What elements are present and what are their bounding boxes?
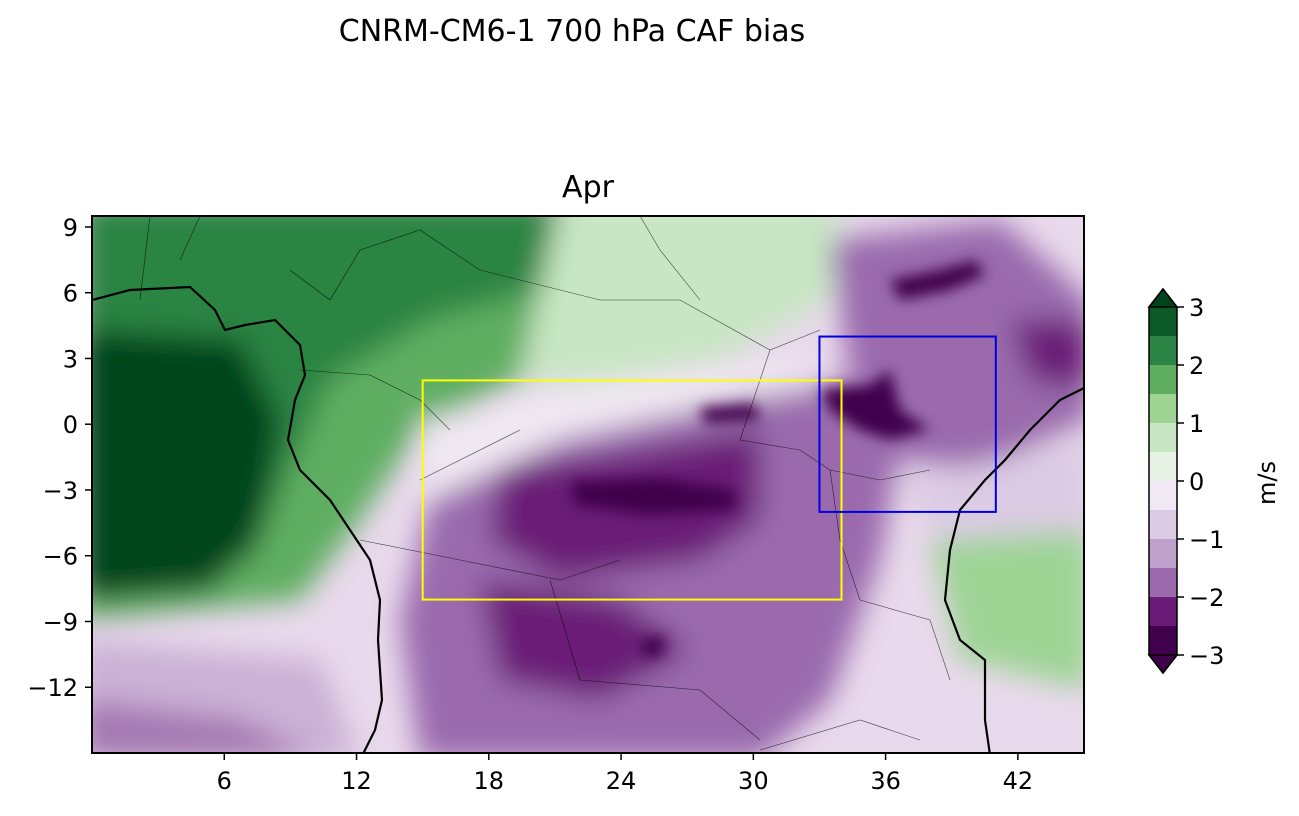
x-tick-label: 18 <box>474 767 505 795</box>
colorbar-tick-label: 0 <box>1189 468 1204 496</box>
colorbar-segment <box>1149 452 1177 481</box>
blue-region-box <box>818 335 997 513</box>
colorbar-label: m/s <box>1253 461 1281 505</box>
yellow-region-box <box>421 379 843 601</box>
colorbar-tick-label: −3 <box>1189 642 1224 670</box>
colorbar-segment <box>1149 510 1177 539</box>
map-frame <box>91 215 1085 754</box>
y-tick-label: −3 <box>43 477 78 505</box>
colorbar-segment <box>1149 539 1177 568</box>
y-tick-label: −9 <box>43 608 78 636</box>
colorbar-segment <box>1149 307 1177 336</box>
colorbar-tick-label: −1 <box>1189 526 1224 554</box>
colorbar-segment <box>1149 336 1177 365</box>
x-tick-label: 12 <box>341 767 372 795</box>
x-tick-label: 6 <box>217 767 232 795</box>
figure-title: CNRM-CM6-1 700 hPa CAF bias <box>338 14 806 49</box>
x-tick-label: 30 <box>738 767 769 795</box>
y-tick-label: 6 <box>63 280 78 308</box>
colorbar-segment <box>1149 597 1177 626</box>
x-axis-ticks: 6 12 18 24 30 36 42 <box>217 753 1034 795</box>
colorbar-extend-high <box>1147 287 1179 308</box>
y-tick-label: 0 <box>63 411 78 439</box>
colorbar-tick-label: 3 <box>1189 294 1204 322</box>
y-tick-label: −12 <box>27 674 78 702</box>
country-borders <box>139 216 951 751</box>
y-tick-label: −6 <box>43 543 78 571</box>
colorbar-segment <box>1149 423 1177 452</box>
colorbar-tick-label: −2 <box>1189 584 1224 612</box>
colorbar-extend-low <box>1147 654 1179 675</box>
colorbar-tick-label: 1 <box>1189 410 1204 438</box>
x-tick-label: 24 <box>606 767 637 795</box>
bias-field <box>92 216 1084 753</box>
region-boxes <box>421 335 997 601</box>
colorbar-segment <box>1149 394 1177 423</box>
coastline <box>92 285 1084 753</box>
colorbar-segment <box>1149 626 1177 655</box>
colorbar-tick-label: 2 <box>1189 352 1204 380</box>
colorbar-segment <box>1149 365 1177 394</box>
x-tick-label: 42 <box>1003 767 1034 795</box>
y-tick-label: 3 <box>63 345 78 373</box>
colorbar: 3 2 1 0 −1 −2 −3 <box>1147 287 1224 675</box>
panel-title: Apr <box>562 170 614 205</box>
y-tick-label: 9 <box>63 214 78 242</box>
colorbar-segment <box>1149 568 1177 597</box>
y-axis-ticks: 9 6 3 0 −3 −6 −9 −12 <box>27 214 92 702</box>
x-tick-label: 36 <box>870 767 901 795</box>
colorbar-segment <box>1149 481 1177 510</box>
